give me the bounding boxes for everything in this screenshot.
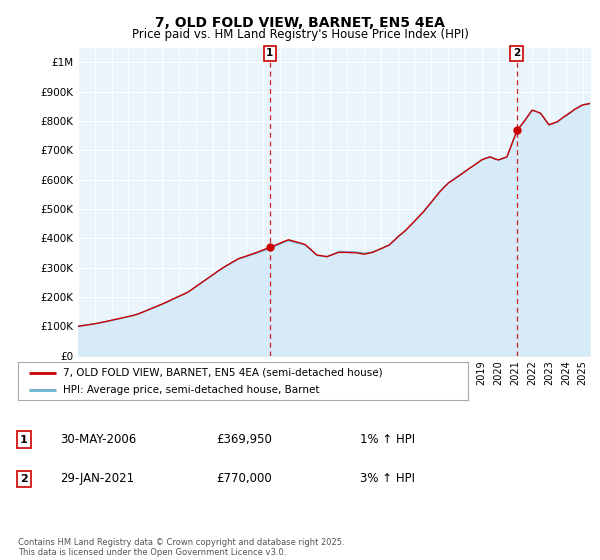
Text: 2: 2: [20, 474, 28, 484]
Text: £770,000: £770,000: [216, 472, 272, 486]
Text: 3% ↑ HPI: 3% ↑ HPI: [360, 472, 415, 486]
Text: HPI: Average price, semi-detached house, Barnet: HPI: Average price, semi-detached house,…: [63, 385, 320, 395]
Text: 1: 1: [20, 435, 28, 445]
Text: 2: 2: [513, 49, 520, 58]
Text: 29-JAN-2021: 29-JAN-2021: [60, 472, 134, 486]
Text: 7, OLD FOLD VIEW, BARNET, EN5 4EA (semi-detached house): 7, OLD FOLD VIEW, BARNET, EN5 4EA (semi-…: [63, 367, 383, 377]
Text: Contains HM Land Registry data © Crown copyright and database right 2025.
This d: Contains HM Land Registry data © Crown c…: [18, 538, 344, 557]
Text: £369,950: £369,950: [216, 433, 272, 446]
Text: 7, OLD FOLD VIEW, BARNET, EN5 4EA: 7, OLD FOLD VIEW, BARNET, EN5 4EA: [155, 16, 445, 30]
Text: 30-MAY-2006: 30-MAY-2006: [60, 433, 136, 446]
Text: 1: 1: [266, 49, 274, 58]
Text: 1% ↑ HPI: 1% ↑ HPI: [360, 433, 415, 446]
Text: Price paid vs. HM Land Registry's House Price Index (HPI): Price paid vs. HM Land Registry's House …: [131, 28, 469, 41]
